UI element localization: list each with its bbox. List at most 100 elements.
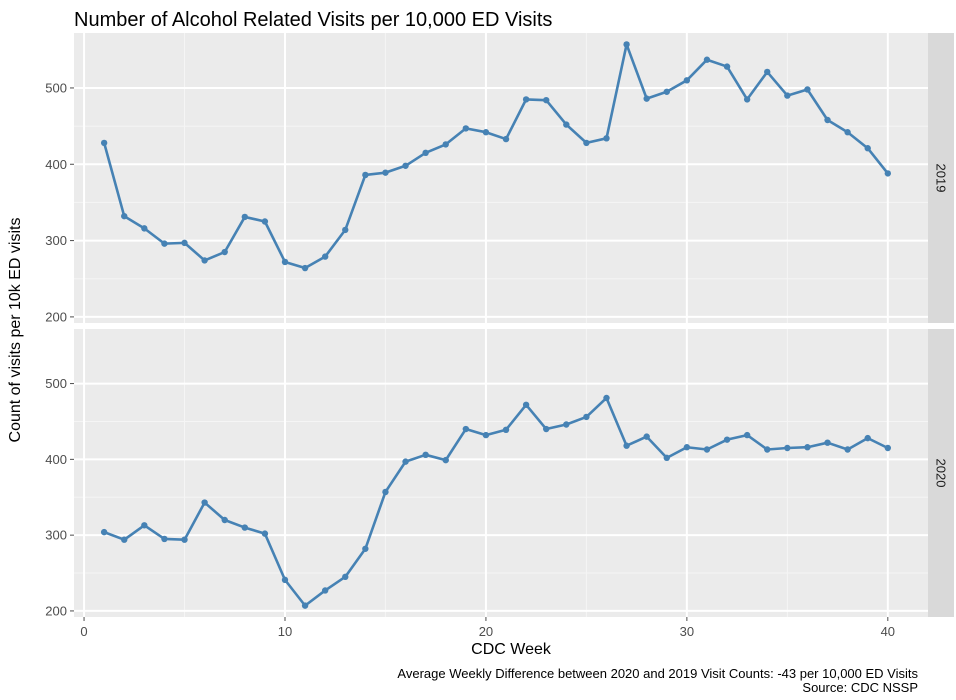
data-point: [764, 446, 771, 453]
caption-difference: Average Weekly Difference between 2020 a…: [397, 666, 918, 681]
x-tick-label: 20: [479, 624, 493, 639]
data-point: [683, 444, 691, 451]
y-tick-label: 500: [45, 80, 67, 95]
data-point: [643, 95, 650, 102]
data-point: [261, 218, 269, 225]
data-point: [543, 96, 550, 104]
data-point: [723, 63, 731, 70]
data-point: [522, 401, 530, 408]
data-point: [241, 213, 248, 221]
data-point: [864, 145, 871, 152]
panel-2020: 200 300 400 500 2020: [45, 329, 954, 618]
x-axis-label: CDC Week: [471, 641, 552, 658]
facet-strip: [928, 329, 954, 617]
data-point: [422, 149, 429, 157]
data-point: [482, 129, 490, 136]
data-point: [723, 436, 731, 443]
data-point: [121, 212, 128, 220]
data-point: [141, 522, 148, 529]
data-point: [241, 524, 248, 531]
chart-title: Number of Alcohol Related Visits per 10,…: [74, 9, 552, 31]
data-point: [482, 431, 490, 439]
data-point: [281, 258, 289, 266]
x-tick-label: 10: [278, 624, 292, 639]
data-point: [583, 139, 590, 147]
data-point: [643, 433, 650, 440]
facet-strip: [928, 33, 954, 323]
data-point: [663, 88, 670, 95]
data-point: [804, 86, 811, 93]
facet-label-2020: 2020: [934, 459, 949, 488]
data-point: [884, 170, 892, 177]
data-point: [362, 545, 369, 552]
data-point: [402, 458, 409, 465]
data-point: [321, 587, 329, 594]
data-point: [442, 141, 449, 148]
data-point: [844, 129, 851, 136]
data-point: [603, 135, 610, 142]
data-point: [221, 516, 228, 524]
data-point: [583, 413, 590, 421]
data-point: [362, 171, 369, 179]
series-line-2020: [103, 396, 889, 607]
data-point: [422, 451, 429, 459]
panel-background: [74, 33, 928, 323]
data-point: [100, 139, 108, 147]
data-point: [824, 439, 831, 446]
y-tick-label: 400: [45, 157, 67, 172]
data-point: [623, 41, 630, 48]
data-point: [161, 240, 168, 247]
data-point: [201, 499, 208, 506]
data-point: [784, 444, 791, 452]
data-point: [502, 426, 510, 433]
y-tick-label: 200: [45, 603, 67, 618]
data-point: [301, 264, 309, 272]
data-point: [121, 536, 128, 543]
caption-source: Source: CDC NSSP: [802, 680, 918, 695]
data-point: [864, 434, 871, 442]
data-point: [442, 456, 449, 464]
data-point: [804, 444, 811, 451]
data-point: [382, 169, 389, 176]
y-tick-label: 300: [45, 233, 67, 248]
data-point: [281, 576, 289, 584]
data-point: [502, 135, 510, 143]
data-point: [141, 225, 148, 232]
data-point: [321, 253, 329, 260]
data-point: [301, 602, 309, 609]
data-point: [563, 421, 570, 428]
data-point: [261, 530, 269, 537]
data-point: [201, 257, 208, 264]
data-point: [543, 425, 550, 433]
data-point: [703, 446, 711, 453]
data-point: [462, 425, 470, 433]
data-point: [784, 92, 791, 99]
x-tick-label: 0: [80, 624, 87, 639]
series-line-2019: [102, 43, 889, 270]
data-point: [563, 121, 570, 128]
data-point: [764, 68, 771, 76]
y-tick-label: 200: [45, 309, 67, 324]
data-point: [181, 536, 188, 543]
data-point: [884, 444, 892, 452]
x-tick-label: 40: [881, 624, 895, 639]
panel-background: [74, 329, 928, 617]
data-point: [844, 446, 851, 453]
facet-label-2019: 2019: [934, 164, 949, 193]
data-point: [623, 442, 630, 449]
data-point: [342, 573, 349, 581]
y-axis-label: Count of visits per 10k ED visits: [7, 218, 24, 443]
panel-2019: 200 300 400 500 2019: [45, 33, 954, 324]
data-point: [683, 77, 691, 84]
data-point: [462, 125, 470, 132]
data-point: [342, 226, 349, 234]
y-tick-label: 300: [45, 528, 67, 543]
data-point: [221, 248, 228, 256]
data-point: [522, 96, 530, 103]
y-tick-label: 400: [45, 452, 67, 467]
y-tick-label: 500: [45, 376, 67, 391]
data-point: [743, 431, 751, 439]
data-point: [181, 239, 188, 247]
data-point: [703, 56, 711, 63]
